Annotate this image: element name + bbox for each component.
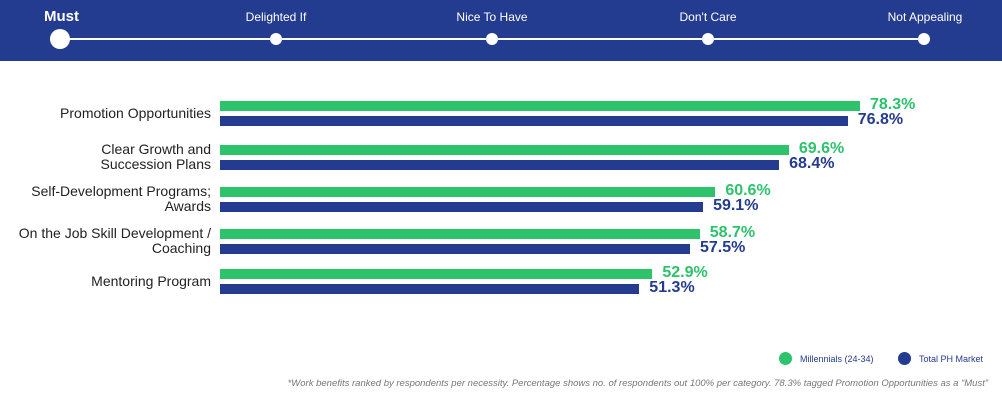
bar-millennials (220, 101, 860, 111)
category-label-line: Self-Development Programs; (31, 183, 211, 199)
category-label-line: Mentoring Program (91, 272, 211, 289)
bar-total (220, 160, 780, 170)
bar-millennials (220, 269, 653, 279)
chart-footnote: *Work benefits ranked by respondents per… (287, 378, 988, 389)
category-label-line: Coaching (151, 240, 211, 256)
value-label-total: 76.8% (857, 111, 904, 128)
value-label-total: 59.1% (713, 197, 759, 214)
category-label-line: Promotion Opportunities (60, 104, 211, 121)
value-label-total: 57.5% (699, 239, 746, 256)
bar-total (220, 116, 848, 126)
category-label: Clear Growth and Succession Plans (1, 142, 211, 172)
bar-total (220, 202, 704, 212)
category-label-line: On the Job Skill Development / (18, 225, 211, 241)
value-label-millennials: 60.6% (725, 182, 771, 199)
scale-step-dot-4 (918, 33, 930, 45)
category-label-line: Succession Plans (100, 156, 211, 172)
value-label-total: 51.3% (649, 279, 695, 296)
scale-step-label-0: Must (44, 8, 79, 25)
scale-step-dot-2 (486, 33, 498, 45)
category-label: Self-Development Programs; Awards (1, 184, 211, 214)
category-label-line: Clear Growth and (101, 141, 211, 157)
value-label-millennials: 52.9% (662, 264, 708, 281)
value-label-millennials: 78.3% (870, 96, 916, 113)
scale-step-dot-0 (50, 29, 70, 49)
scale-step-dot-3 (702, 33, 714, 45)
category-label: Promotion Opportunities (1, 104, 211, 121)
scale-step-dot-1 (270, 33, 282, 45)
value-label-millennials: 58.7% (709, 224, 756, 241)
scale-step-label-4: Not Appealing (887, 10, 963, 24)
necessity-scale-banner: Must Delighted If Nice To Have Don't Care No… (0, 0, 1002, 61)
legend-label-millennials: Millennials (24-34) (800, 354, 874, 364)
bar-total (220, 284, 640, 294)
bar-millennials (220, 145, 789, 155)
bar-millennials (220, 229, 700, 239)
scale-step-label-2: Nice To Have (456, 10, 528, 24)
scale-step-label-1: Delighted If (245, 10, 307, 24)
value-label-total: 68.4% (789, 155, 835, 172)
category-label-line: Awards (164, 198, 211, 214)
legend-dot-total (898, 352, 911, 365)
legend-dot-millennials (779, 352, 792, 365)
bar-millennials (220, 187, 716, 197)
category-label: Mentoring Program (1, 272, 211, 289)
scale-step-label-3: Don't Care (679, 10, 737, 24)
value-label-millennials: 69.6% (798, 140, 845, 157)
legend-label-total: Total PH Market (919, 354, 984, 364)
bar-total (220, 244, 690, 254)
category-label: On the Job Skill Development / Coaching (1, 226, 211, 256)
